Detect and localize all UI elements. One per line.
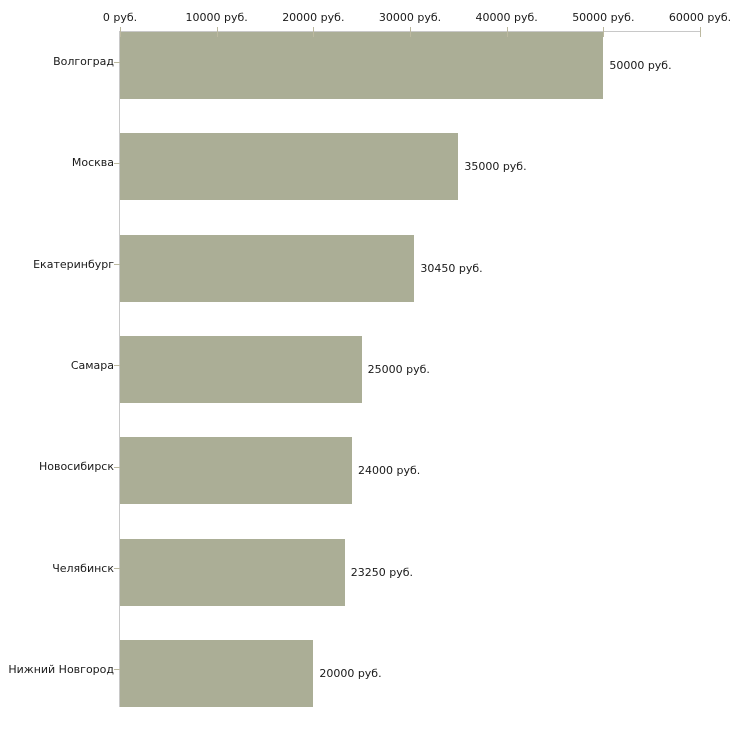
- category-label: Новосибирск: [38, 460, 114, 473]
- y-axis-tick-mark: [114, 467, 120, 468]
- y-axis-tick-mark: [114, 62, 120, 63]
- x-axis-tick-mark: [507, 27, 508, 37]
- x-axis-tick-mark: [217, 27, 218, 37]
- value-label: 25000 руб.: [367, 363, 430, 376]
- x-axis-tick-label: 30000 руб.: [378, 11, 442, 24]
- category-label: Нижний Новгород: [8, 663, 114, 676]
- bar: [120, 639, 314, 707]
- category-label: Челябинск: [52, 562, 114, 575]
- bar: [120, 133, 459, 201]
- bar: [120, 32, 604, 99]
- x-axis-tick-mark: [313, 27, 314, 37]
- bar: [120, 234, 415, 302]
- value-label: 35000 руб.: [464, 160, 527, 173]
- value-label: 23250 руб.: [350, 566, 414, 579]
- bar: [120, 538, 345, 606]
- y-axis-tick-mark: [114, 669, 120, 670]
- x-axis-tick-mark: [603, 27, 604, 37]
- x-axis-tick-label: 0 руб.: [102, 11, 138, 24]
- value-label: 30450 руб.: [420, 262, 483, 275]
- y-axis-tick-mark: [114, 163, 120, 164]
- value-label: 20000 руб.: [319, 667, 382, 680]
- x-axis-tick-label: 60000 руб.: [668, 11, 730, 24]
- x-axis-tick-label: 10000 руб.: [185, 11, 248, 24]
- x-axis-tick-label: 50000 руб.: [572, 11, 635, 24]
- category-label: Екатеринбург: [33, 258, 114, 271]
- x-axis-tick-mark: [410, 27, 411, 37]
- value-label: 50000 руб.: [609, 59, 672, 72]
- x-axis-tick-label: 20000 руб.: [282, 11, 345, 24]
- bar: [120, 437, 352, 505]
- x-axis-tick-label: 40000 руб.: [475, 11, 538, 24]
- x-axis-tick-mark: [700, 27, 701, 37]
- bar: [120, 335, 362, 403]
- category-label: Москва: [71, 156, 114, 169]
- y-axis-tick-mark: [114, 264, 120, 265]
- x-axis-tick-mark: [120, 27, 121, 37]
- y-axis-line: [119, 31, 120, 707]
- category-label: Волгоград: [53, 55, 114, 68]
- value-label: 24000 руб.: [358, 464, 421, 477]
- y-axis-tick-mark: [114, 568, 120, 569]
- category-label: Самара: [70, 359, 114, 372]
- y-axis-tick-mark: [114, 365, 120, 366]
